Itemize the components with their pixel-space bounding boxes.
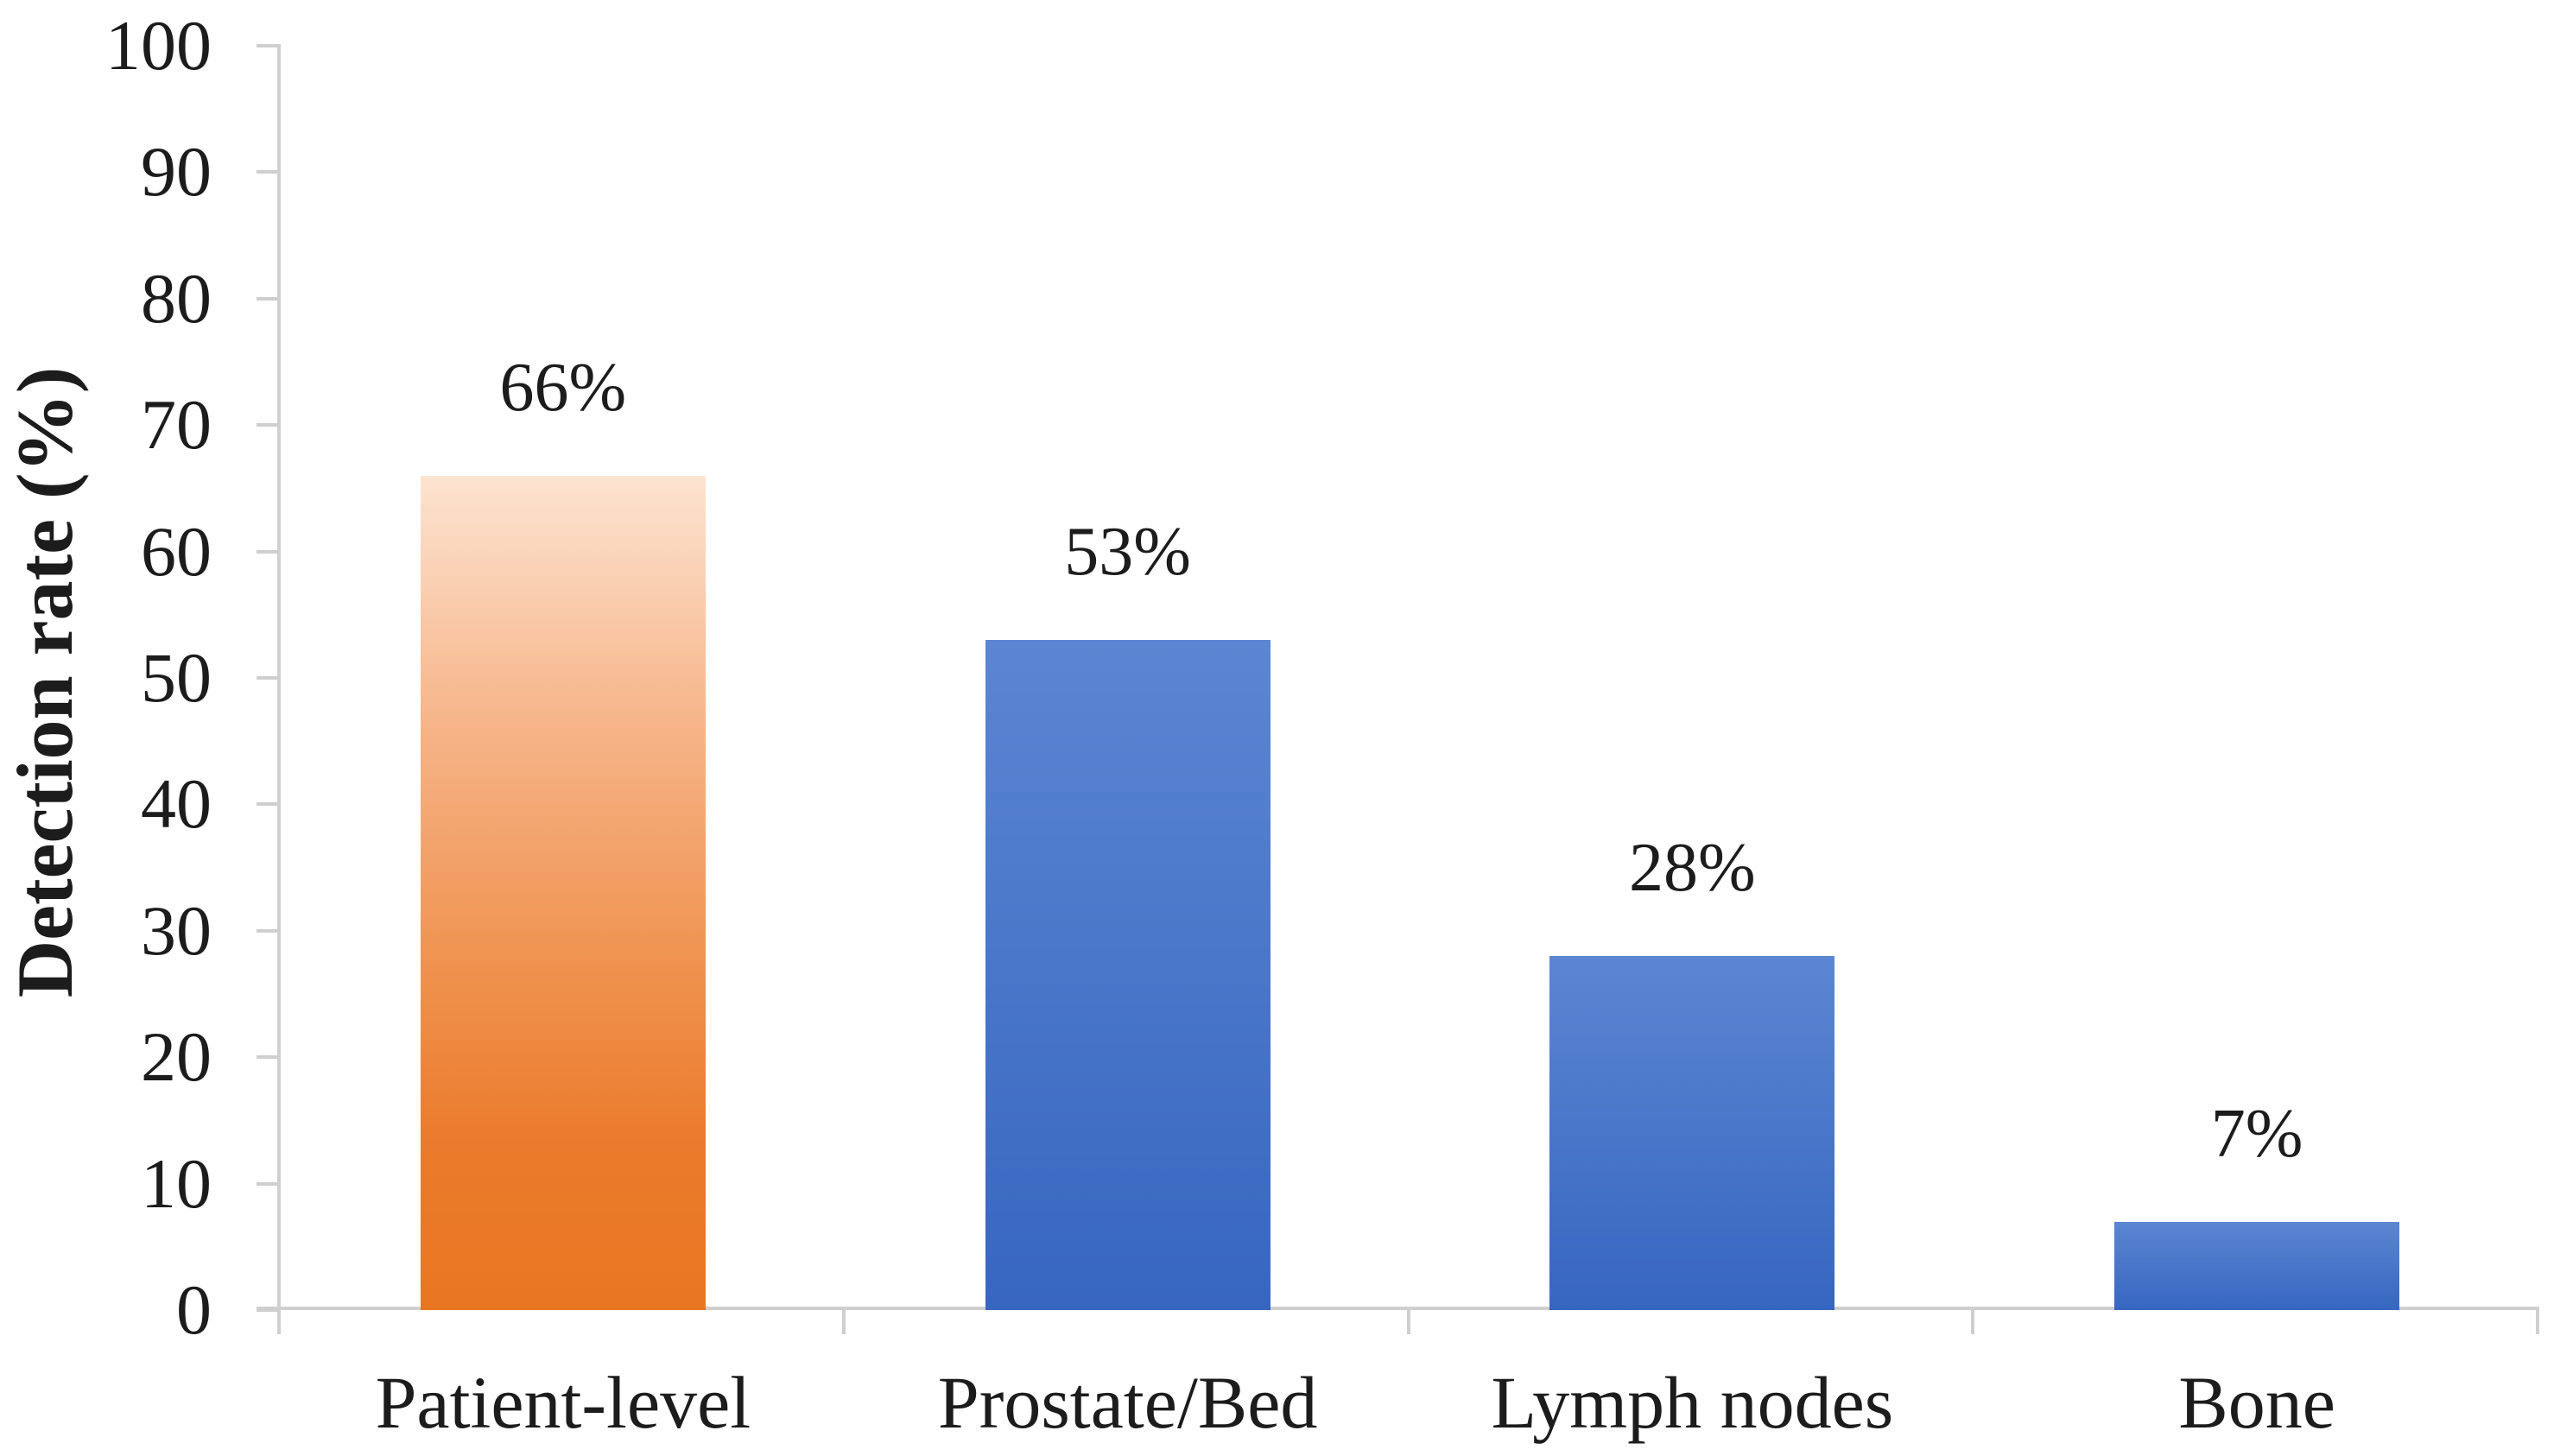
x-axis-labels: Patient-level Prostate/Bed Lymph nodes Bone	[0, 1349, 2560, 1456]
y-tick-mark	[257, 928, 281, 933]
x-tick-mark	[841, 1310, 846, 1334]
y-tick-mark	[257, 676, 281, 680]
plot-area: 66% 53% 28% 7%	[281, 46, 2539, 1310]
y-tick-mark	[257, 802, 281, 807]
y-tick-mark	[257, 549, 281, 554]
y-tick-label: 20	[141, 1017, 212, 1097]
bar-value-label-bone: 7%	[2210, 1095, 2303, 1172]
x-tick-mark	[2536, 1310, 2539, 1334]
y-tick-mark	[257, 170, 281, 174]
y-tick-label: 40	[141, 764, 212, 844]
bar-lymph-nodes	[1549, 956, 1835, 1310]
bar-patient-level	[420, 475, 706, 1310]
x-axis-label-lymph-nodes: Lymph nodes	[1491, 1361, 1894, 1444]
bar-value-label-lymph-nodes: 28%	[1629, 830, 1756, 907]
y-tick-label: 70	[141, 385, 212, 465]
y-tick-label: 90	[141, 132, 212, 212]
y-tick-mark	[257, 1055, 281, 1060]
y-tick-mark	[257, 423, 281, 427]
x-axis-label-patient-level: Patient-level	[375, 1361, 751, 1444]
y-tick-label: 60	[141, 511, 212, 591]
bar-value-label-prostate-bed: 53%	[1064, 514, 1191, 591]
y-tick-label: 50	[141, 638, 212, 717]
y-tick-label: 10	[141, 1143, 212, 1223]
x-tick-mark	[1971, 1310, 1975, 1334]
x-axis-line	[257, 1307, 2539, 1310]
y-tick-mark	[257, 1308, 281, 1312]
y-tick-mark	[257, 44, 281, 47]
y-tick-label: 80	[141, 258, 212, 338]
bar-prostate-bed	[985, 640, 1270, 1310]
x-axis-label-prostate-bed: Prostate/Bed	[937, 1361, 1318, 1444]
bar-value-label-patient-level: 66%	[499, 349, 627, 426]
y-tick-mark	[257, 1181, 281, 1186]
y-tick-label: 0	[176, 1270, 212, 1349]
y-tick-label: 30	[141, 890, 212, 970]
y-axis-line	[277, 46, 281, 1334]
x-tick-mark	[1406, 1310, 1410, 1334]
y-tick-mark	[257, 296, 281, 301]
bar-bone	[2114, 1221, 2400, 1310]
y-tick-label: 100	[105, 6, 212, 85]
x-axis-label-bone: Bone	[2178, 1361, 2335, 1444]
